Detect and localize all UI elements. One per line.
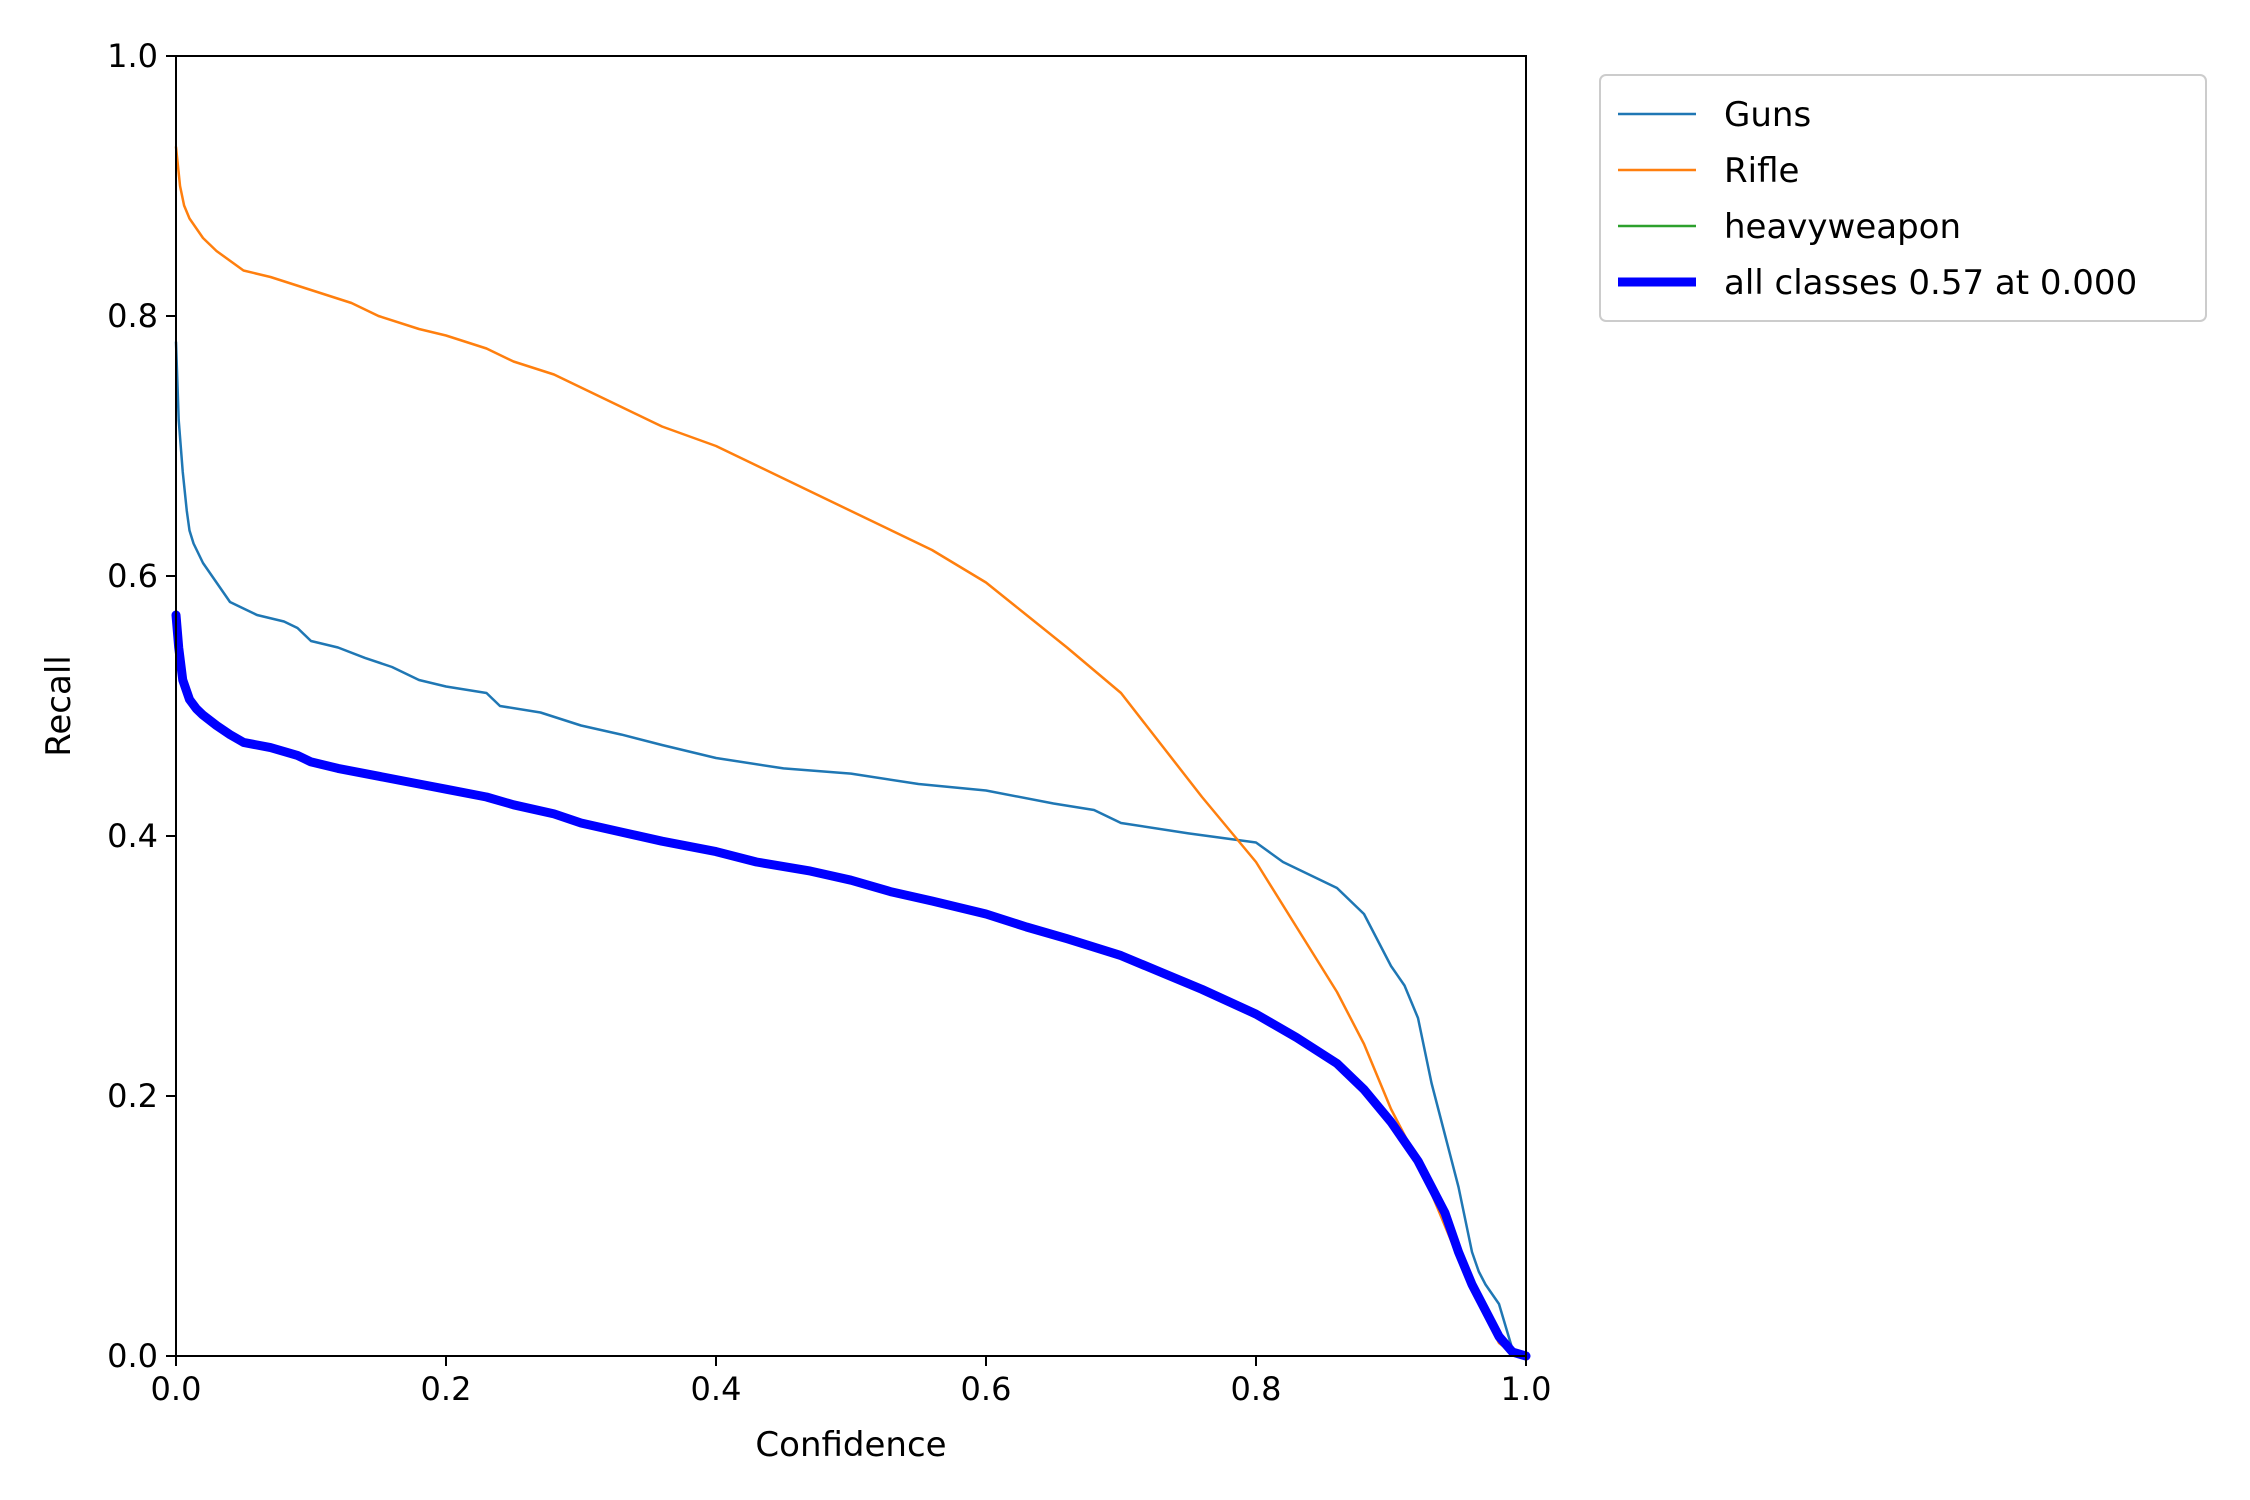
legend: Guns Rifle heavyweapon all classes 0.57 at …: [1599, 74, 2207, 322]
series-line-1: [174, 145, 1528, 1358]
x-tick-label: 0.2: [421, 1370, 472, 1408]
plot-frame: [175, 55, 1527, 1357]
y-axis-ticks: 0.0 0.2 0.4 0.6 0.8 1.0: [107, 37, 176, 1375]
y-tick-label: 0.6: [107, 557, 158, 595]
legend-label-3: all classes 0.57 at 0.000: [1724, 263, 2137, 303]
x-tick-label: 0.4: [691, 1370, 742, 1408]
y-tick-label: 0.0: [107, 1337, 158, 1375]
x-tick-label: 0.0: [151, 1370, 202, 1408]
legend-label-0: Guns: [1724, 95, 1811, 135]
legend-entries: Guns Rifle heavyweapon all classes 0.57 at …: [1618, 95, 2137, 303]
plot-series-group: [171, 145, 1531, 1361]
series-line-3: [171, 610, 1531, 1361]
x-tick-label: 1.0: [1501, 1370, 1552, 1408]
y-tick-label: 0.8: [107, 297, 158, 335]
series-line-0: [174, 340, 1528, 1358]
legend-box: [1599, 74, 2207, 322]
x-axis-label: Confidence: [755, 1425, 946, 1465]
y-tick-label: 0.4: [107, 817, 158, 855]
legend-label-2: heavyweapon: [1724, 207, 1961, 247]
x-axis-ticks: 0.0 0.2 0.4 0.6 0.8 1.0: [151, 1356, 1552, 1408]
legend-label-1: Rifle: [1724, 151, 1799, 191]
y-tick-label: 1.0: [107, 37, 158, 75]
y-axis-label: Recall: [39, 655, 79, 756]
x-tick-label: 0.8: [1231, 1370, 1282, 1408]
x-tick-label: 0.6: [961, 1370, 1012, 1408]
y-tick-label: 0.2: [107, 1077, 158, 1115]
